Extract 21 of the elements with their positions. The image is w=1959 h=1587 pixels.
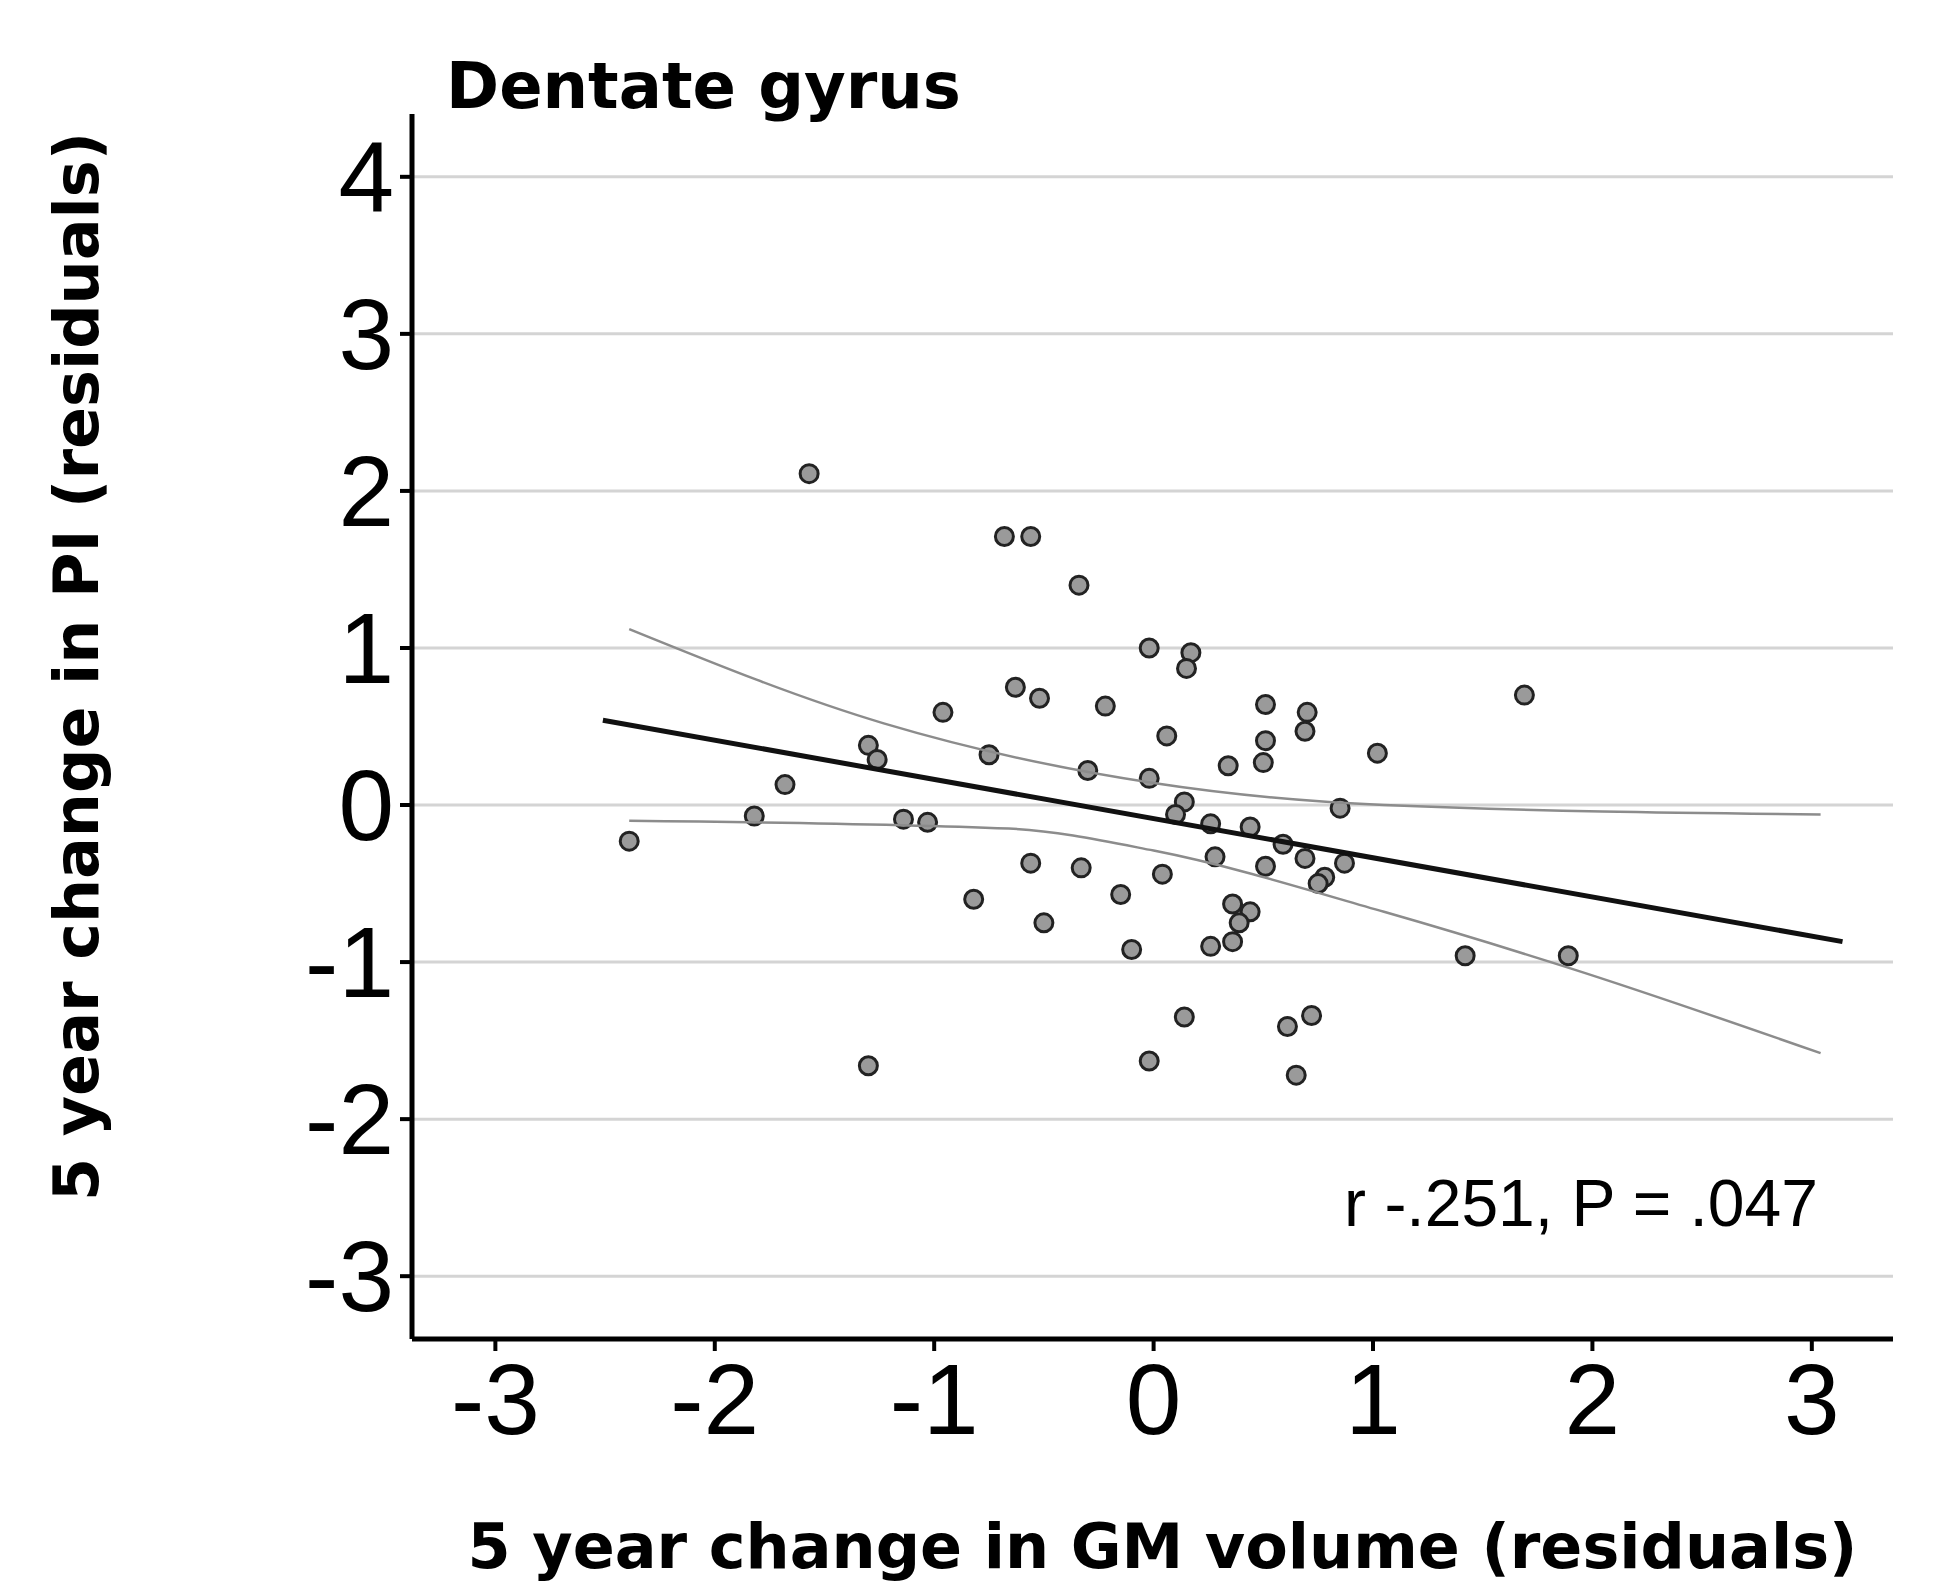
y-axis-title: 5 year change in PI (residuals)	[40, 131, 113, 1202]
x-tick-label: 0	[1125, 1343, 1182, 1455]
y-tick-label: 2	[338, 434, 394, 547]
x-axis-title: 5 year change in GM volume (residuals)	[467, 1510, 1858, 1583]
y-tick-label: 1	[338, 591, 394, 704]
x-tick-label: -2	[670, 1343, 760, 1455]
line-series	[627, 819, 1822, 1055]
line-series	[627, 627, 1822, 816]
y-tick-label: 0	[338, 749, 394, 862]
y-tick-label: 3	[338, 277, 394, 390]
y-tick-label: -3	[305, 1220, 394, 1333]
y-tick-label: -1	[305, 906, 394, 1019]
y-tick-label: 4	[338, 120, 394, 233]
y-tick-label: -2	[305, 1063, 394, 1176]
x-tick-label: 3	[1784, 1343, 1840, 1455]
x-tick-label: -3	[450, 1343, 540, 1455]
x-tick-label: -1	[889, 1343, 979, 1455]
chart-title: Dentate gyrus	[446, 49, 961, 123]
x-tick-label: 1	[1345, 1343, 1401, 1455]
annotation: r -.251, P = .047	[1344, 1166, 1818, 1240]
x-tick-label: 2	[1564, 1343, 1621, 1455]
